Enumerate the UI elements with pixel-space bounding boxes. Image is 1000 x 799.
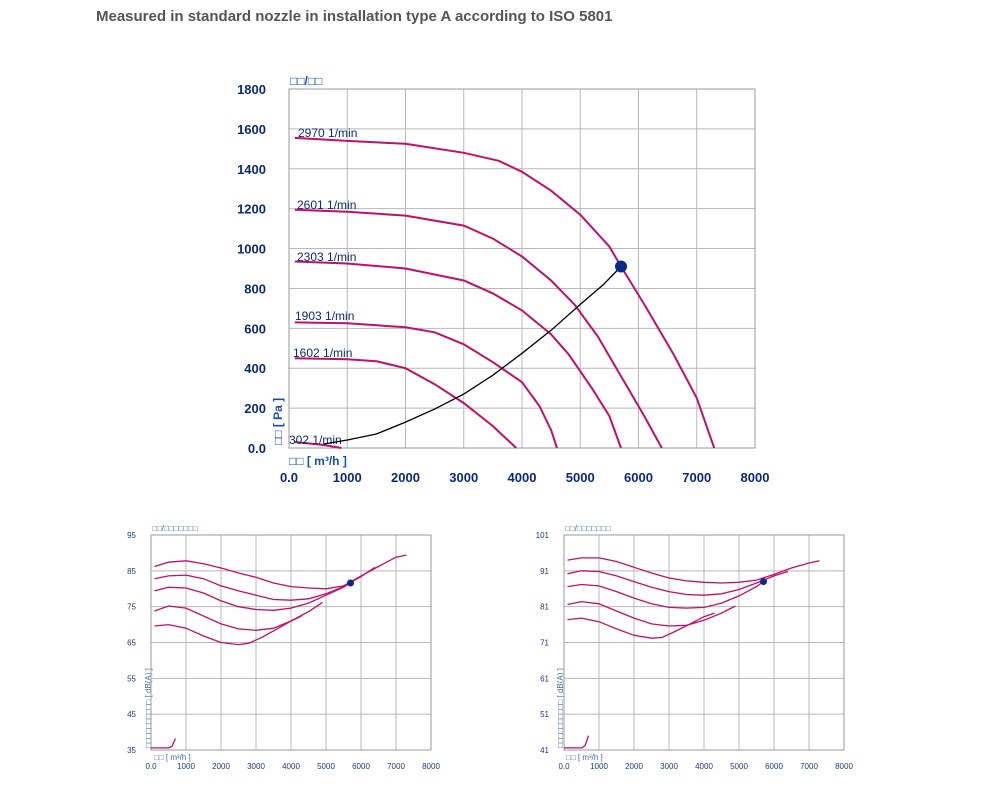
series-label: 1903 1/min [295,309,354,323]
series-line [294,441,342,449]
x-tick-label: 8000 [835,762,853,771]
series-label: 302 1/min [289,433,342,447]
pressure-x-axis-label: □□ [ m³/h ] [289,454,347,468]
plot-frame [563,534,845,751]
x-tick-label: 1000 [333,470,362,485]
series-label: 2601 1/min [297,198,356,212]
series-line [154,582,351,611]
operating-point [615,260,628,273]
x-tick-label: 3000 [449,470,478,485]
x-tick-label: 2000 [625,762,643,771]
x-tick-label: 2000 [391,470,420,485]
x-tick-label: 6000 [352,762,370,771]
x-tick-label: 7000 [800,762,818,771]
series-line [154,615,302,646]
x-tick-label: 4000 [282,762,300,771]
x-tick-label: 8000 [422,762,440,771]
x-tick-label: 0.0 [145,762,157,771]
y-tick-label: 1200 [237,202,266,217]
y-tick-label: 65 [127,639,136,648]
y-tick-label: 600 [244,321,266,336]
series-line [154,566,376,601]
sound-right-title: □□/□□□□□□□ [565,524,611,533]
series-label: 2970 1/min [298,126,357,140]
y-tick-label: 1800 [237,82,266,97]
y-tick-label: 200 [244,401,266,416]
x-tick-label: 4000 [508,470,537,485]
y-tick-label: 1400 [237,162,266,177]
series-line [567,612,715,639]
y-tick-label: 95 [127,531,136,540]
sound-chart-left: □□/□□□□□□□ □□ [ m³/h ] □□□□□□□□□□ [ dB(A… [127,524,440,771]
series-line [294,260,622,449]
y-tick-label: 75 [127,603,136,612]
y-tick-label: 1000 [237,242,266,257]
x-tick-label: 4000 [695,762,713,771]
y-tick-label: 0.0 [248,441,266,456]
y-tick-label: 1600 [237,122,266,137]
pressure-y-axis-label: □□ [ Pa ] [271,398,285,445]
series-line [294,136,716,449]
x-tick-label: 5000 [566,470,595,485]
y-tick-label: 101 [536,531,550,540]
x-tick-label: 3000 [660,762,678,771]
y-tick-label: 45 [127,710,136,719]
series-line [294,321,558,449]
y-tick-label: 41 [540,746,549,755]
x-tick-label: 7000 [387,762,405,771]
y-tick-label: 35 [127,746,136,755]
sound-chart-right: □□/□□□□□□□ □□ [ m³/h ] □□□□□□□□□□ [ dB(A… [536,524,854,771]
x-tick-label: 3000 [247,762,265,771]
x-tick-label: 5000 [317,762,335,771]
x-tick-label: 7000 [682,470,711,485]
x-tick-label: 1000 [177,762,195,771]
x-tick-label: 2000 [212,762,230,771]
sound-right-y-axis-label: □□□□□□□□□□ [ dB(A) ] [556,668,565,748]
x-tick-label: 8000 [741,470,770,485]
series-line [567,600,736,627]
series-label: 2303 1/min [297,250,356,264]
series-line [294,208,663,449]
series-line [294,357,517,449]
series-line [567,570,789,596]
system-curve-line [323,266,622,445]
y-tick-label: 91 [540,567,549,576]
sound-left-x-axis-label: □□ [ m³/h ] [154,753,191,762]
x-tick-label: 1000 [590,762,608,771]
sound-left-title: □□/□□□□□□□ [152,524,198,533]
y-tick-label: 51 [540,710,549,719]
y-tick-label: 61 [540,674,549,683]
y-tick-label: 85 [127,567,136,576]
plot-frame [150,534,432,751]
x-tick-label: 0.0 [280,470,298,485]
series-line [151,738,177,749]
sound-right-x-axis-label: □□ [ m³/h ] [566,753,603,762]
series-line [567,581,764,609]
plot-frame [288,88,756,449]
operating-point [347,579,354,587]
operating-point [760,578,767,586]
x-tick-label: 0.0 [558,762,570,771]
series-label: 1602 1/min [293,346,352,360]
sound-left-y-axis-label: □□□□□□□□□□ [ dB(A) ] [144,668,153,748]
y-tick-label: 400 [244,361,266,376]
y-tick-label: 81 [540,603,549,612]
x-tick-label: 6000 [765,762,783,771]
pressure-chart-title: □□/□□ [290,74,322,88]
y-tick-label: 71 [540,639,549,648]
series-line [567,557,820,584]
series-line [564,735,590,749]
x-tick-label: 6000 [624,470,653,485]
x-tick-label: 5000 [730,762,748,771]
pressure-chart: □□/□□ □□ [ m³/h ] □□ [ Pa ] 0.0 1000 2000 3… [237,74,769,485]
y-tick-label: 55 [127,674,136,683]
page-title: Measured in standard nozzle in installat… [96,8,613,25]
y-tick-label: 800 [244,281,266,296]
